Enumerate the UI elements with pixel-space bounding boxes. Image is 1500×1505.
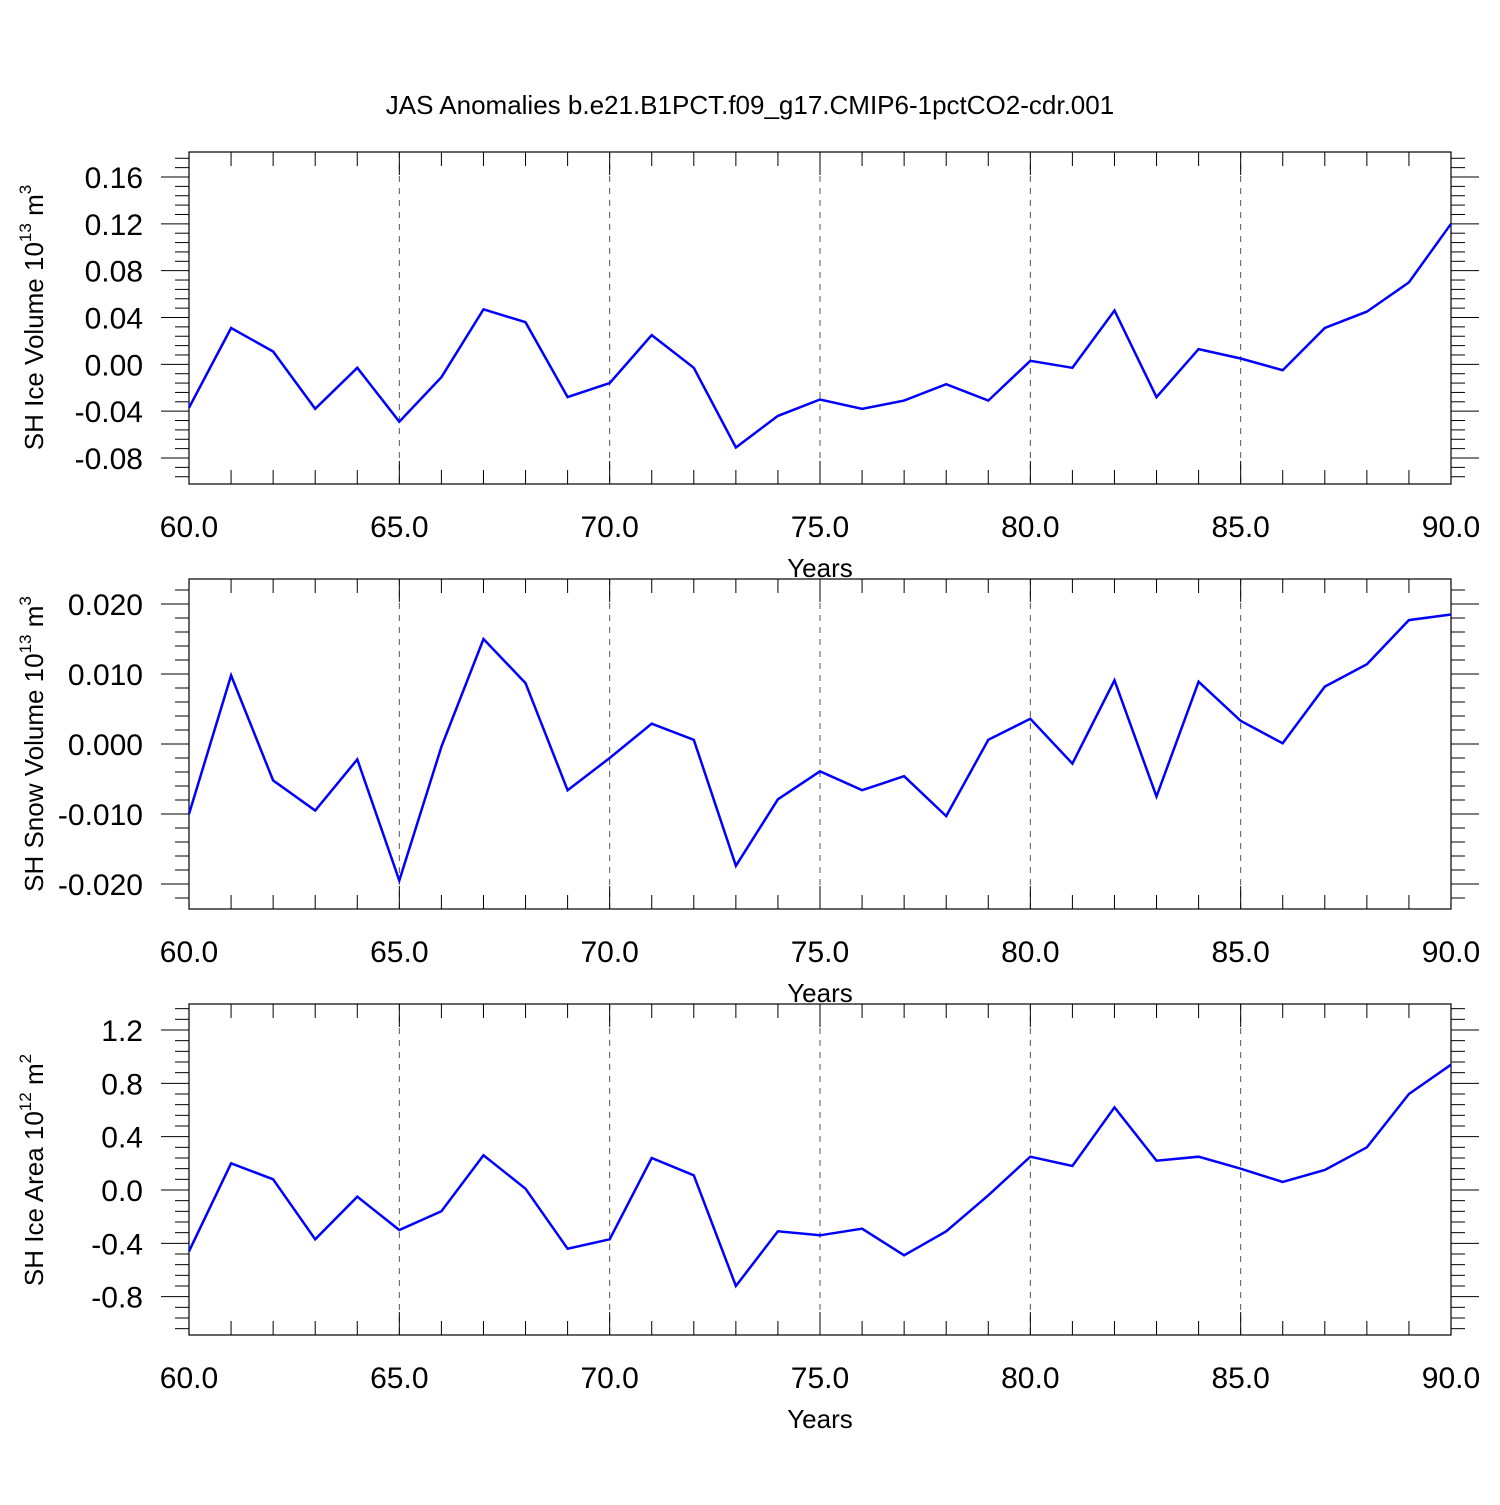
x-tick-label: 65.0 [370,1362,428,1395]
chart-panel-2: 0.020 0.010 0.000 -0.010 -0.020 60.0 65.0 70.0 7… [16,579,1480,1008]
chart-panel-3: 1.2 0.8 0.4 0.0 -0.4 -0.8 60.0 65.0 70.0 75.0 80.0… [16,1004,1480,1434]
x-tick-label: 90.0 [1422,936,1480,969]
y-tick-label: -0.010 [58,799,143,832]
x-tick-label: 75.0 [791,511,849,544]
chart-title: JAS Anomalies b.e21.B1PCT.f09_g17.CMIP6-… [386,90,1114,120]
y-axis-title: SH Ice Area 1012 m2 [16,1054,49,1286]
y-axis-title-superscript: 13 [16,223,35,242]
y-axis-title-superscript: 3 [16,185,35,194]
y-tick-label: 0.12 [85,209,143,242]
x-tick-label: 65.0 [370,511,428,544]
y-tick-label: -0.8 [91,1282,143,1315]
x-tick-label: 90.0 [1422,1362,1480,1395]
y-axis-title-superscript: 12 [16,1092,35,1111]
y-tick-label: 0.16 [85,162,143,195]
x-tick-label: 90.0 [1422,511,1480,544]
y-axis-title-superscript: 2 [16,1054,35,1063]
y-axis-title-text: SH Ice Area 10 [19,1111,49,1286]
y-axis-title-text: m [19,606,49,635]
y-axis-title-text: m [19,1063,49,1092]
y-tick-label: 0.04 [85,303,143,336]
x-tick-label: 80.0 [1001,511,1059,544]
x-tick-label: 85.0 [1211,511,1269,544]
x-tick-label: 60.0 [160,511,218,544]
y-tick-label: -0.4 [91,1228,143,1261]
y-tick-label: 0.000 [68,729,143,762]
y-axis-title: SH Ice Volume 1013 m3 [16,185,49,450]
x-tick-label: 85.0 [1211,1362,1269,1395]
y-axis-title-superscript: 13 [16,634,35,653]
y-axis-title: SH Snow Volume 1013 m3 [16,596,49,892]
y-axis-title-superscript: 3 [16,596,35,605]
x-tick-label: 80.0 [1001,1362,1059,1395]
y-tick-label: 0.020 [68,589,143,622]
chart-panel-1: 0.16 0.12 0.08 0.04 0.00 -0.04 -0.08 60.0 65.0 70… [16,152,1480,583]
y-tick-label: 0.010 [68,659,143,692]
x-tick-label: 75.0 [791,936,849,969]
x-tick-label: 60.0 [160,1362,218,1395]
y-axis-title-text: SH Ice Volume 10 [19,242,49,450]
x-tick-label: 85.0 [1211,936,1269,969]
y-tick-label: 0.4 [101,1122,143,1155]
x-tick-label: 70.0 [580,511,638,544]
y-axis-title-text: SH Snow Volume 10 [19,653,49,891]
y-tick-label: 0.00 [85,349,143,382]
x-tick-label: 80.0 [1001,936,1059,969]
y-tick-label: 0.0 [101,1175,143,1208]
y-tick-label: -0.020 [58,869,143,902]
y-tick-label: -0.04 [75,396,143,429]
x-axis-title: Years [787,1404,853,1434]
x-tick-label: 75.0 [791,1362,849,1395]
y-tick-label: -0.08 [75,443,143,476]
x-tick-label: 60.0 [160,936,218,969]
y-tick-label: 0.08 [85,256,143,289]
x-tick-label: 70.0 [580,1362,638,1395]
y-tick-label: 0.8 [101,1068,143,1101]
x-tick-label: 70.0 [580,936,638,969]
y-tick-label: 1.2 [101,1015,143,1048]
x-tick-label: 65.0 [370,936,428,969]
y-axis-title-text: m [19,194,49,223]
